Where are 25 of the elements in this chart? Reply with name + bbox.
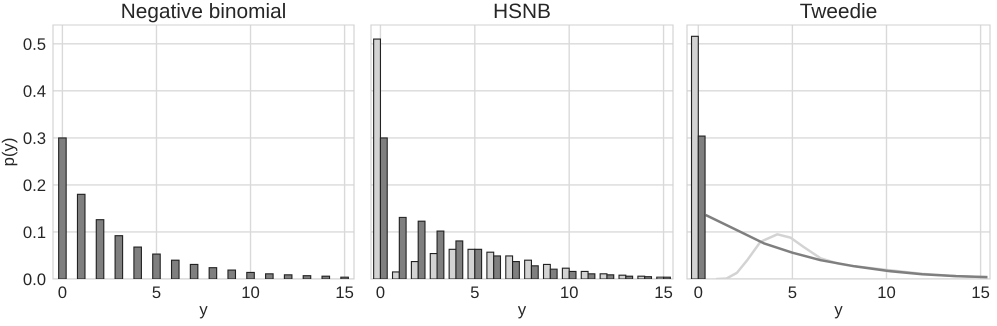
y-tick-label: 0.3 <box>24 132 46 144</box>
x-tick-label: 10 <box>242 286 260 298</box>
y-tick-label: 0.1 <box>24 226 46 238</box>
chart-title: Negative binomial <box>122 2 285 22</box>
y-tick-label: 0.2 <box>24 179 46 192</box>
y-tick-label: 0.5 <box>24 38 46 50</box>
x-tick-label: 15 <box>656 286 672 298</box>
chart-title: Tweedie <box>800 2 876 18</box>
y-tick-label: 0.4 <box>24 85 46 98</box>
y-tick-label: 0.0 <box>24 273 46 286</box>
x-axis-title: y <box>518 306 526 318</box>
x-tick-label: 10 <box>561 286 578 298</box>
x-tick-label: 0 <box>694 286 702 298</box>
x-tick-label: 10 <box>878 286 896 298</box>
x-tick-label: 15 <box>972 286 990 298</box>
y-axis-title: p(y) <box>2 138 18 166</box>
x-tick-label: 0 <box>58 286 66 298</box>
x-tick-label: 5 <box>788 286 796 298</box>
x-tick-label: 5 <box>152 286 160 298</box>
x-axis-title: y <box>834 306 843 318</box>
x-tick-label: 5 <box>470 286 479 298</box>
chart-title: HSNB <box>494 4 550 18</box>
x-tick-label: 0 <box>376 286 384 298</box>
x-tick-label: 15 <box>336 286 354 298</box>
x-axis-title: y <box>199 306 208 318</box>
